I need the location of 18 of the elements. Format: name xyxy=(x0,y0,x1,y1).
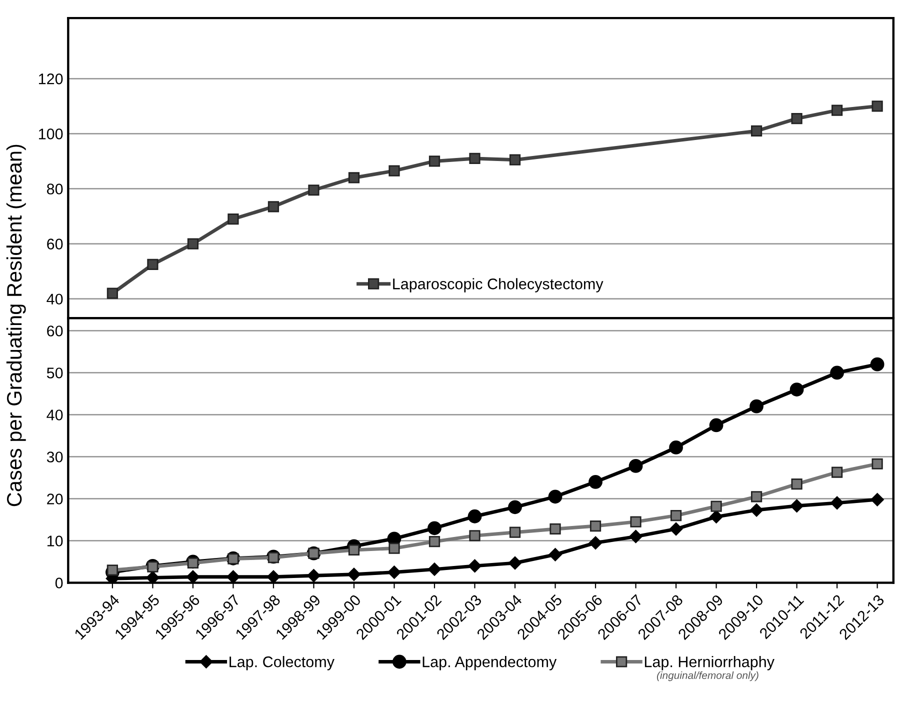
y-tick-label: 40 xyxy=(46,294,63,305)
legend-label: Laparoscopic Cholecystectomy xyxy=(393,278,604,292)
y-tick-label: 20 xyxy=(47,494,63,504)
y-tick-label: 60 xyxy=(47,326,63,336)
y-tick-label: 10 xyxy=(47,536,63,546)
y-tick-label: 120 xyxy=(38,74,63,84)
y-tick-label: 0 xyxy=(55,578,63,588)
y-axis-title: Cases per Graduating Resident (mean) xyxy=(6,144,26,506)
y-tick-label: 50 xyxy=(46,368,63,378)
y-tick-label: 80 xyxy=(46,184,63,194)
y-tick-label: 100 xyxy=(38,128,63,140)
y-tick-label: 40 xyxy=(46,410,63,420)
legend-label: Lap. Herniorrhaphy xyxy=(644,656,774,670)
text: (inguinal/femoral only) xyxy=(656,671,758,682)
legend-label: Lap. Colectomy xyxy=(230,656,334,670)
y-tick-label: 30 xyxy=(46,452,63,462)
y-tick-label: 60 xyxy=(47,238,63,250)
legend-label: Lap. Appendectomy xyxy=(422,656,557,670)
